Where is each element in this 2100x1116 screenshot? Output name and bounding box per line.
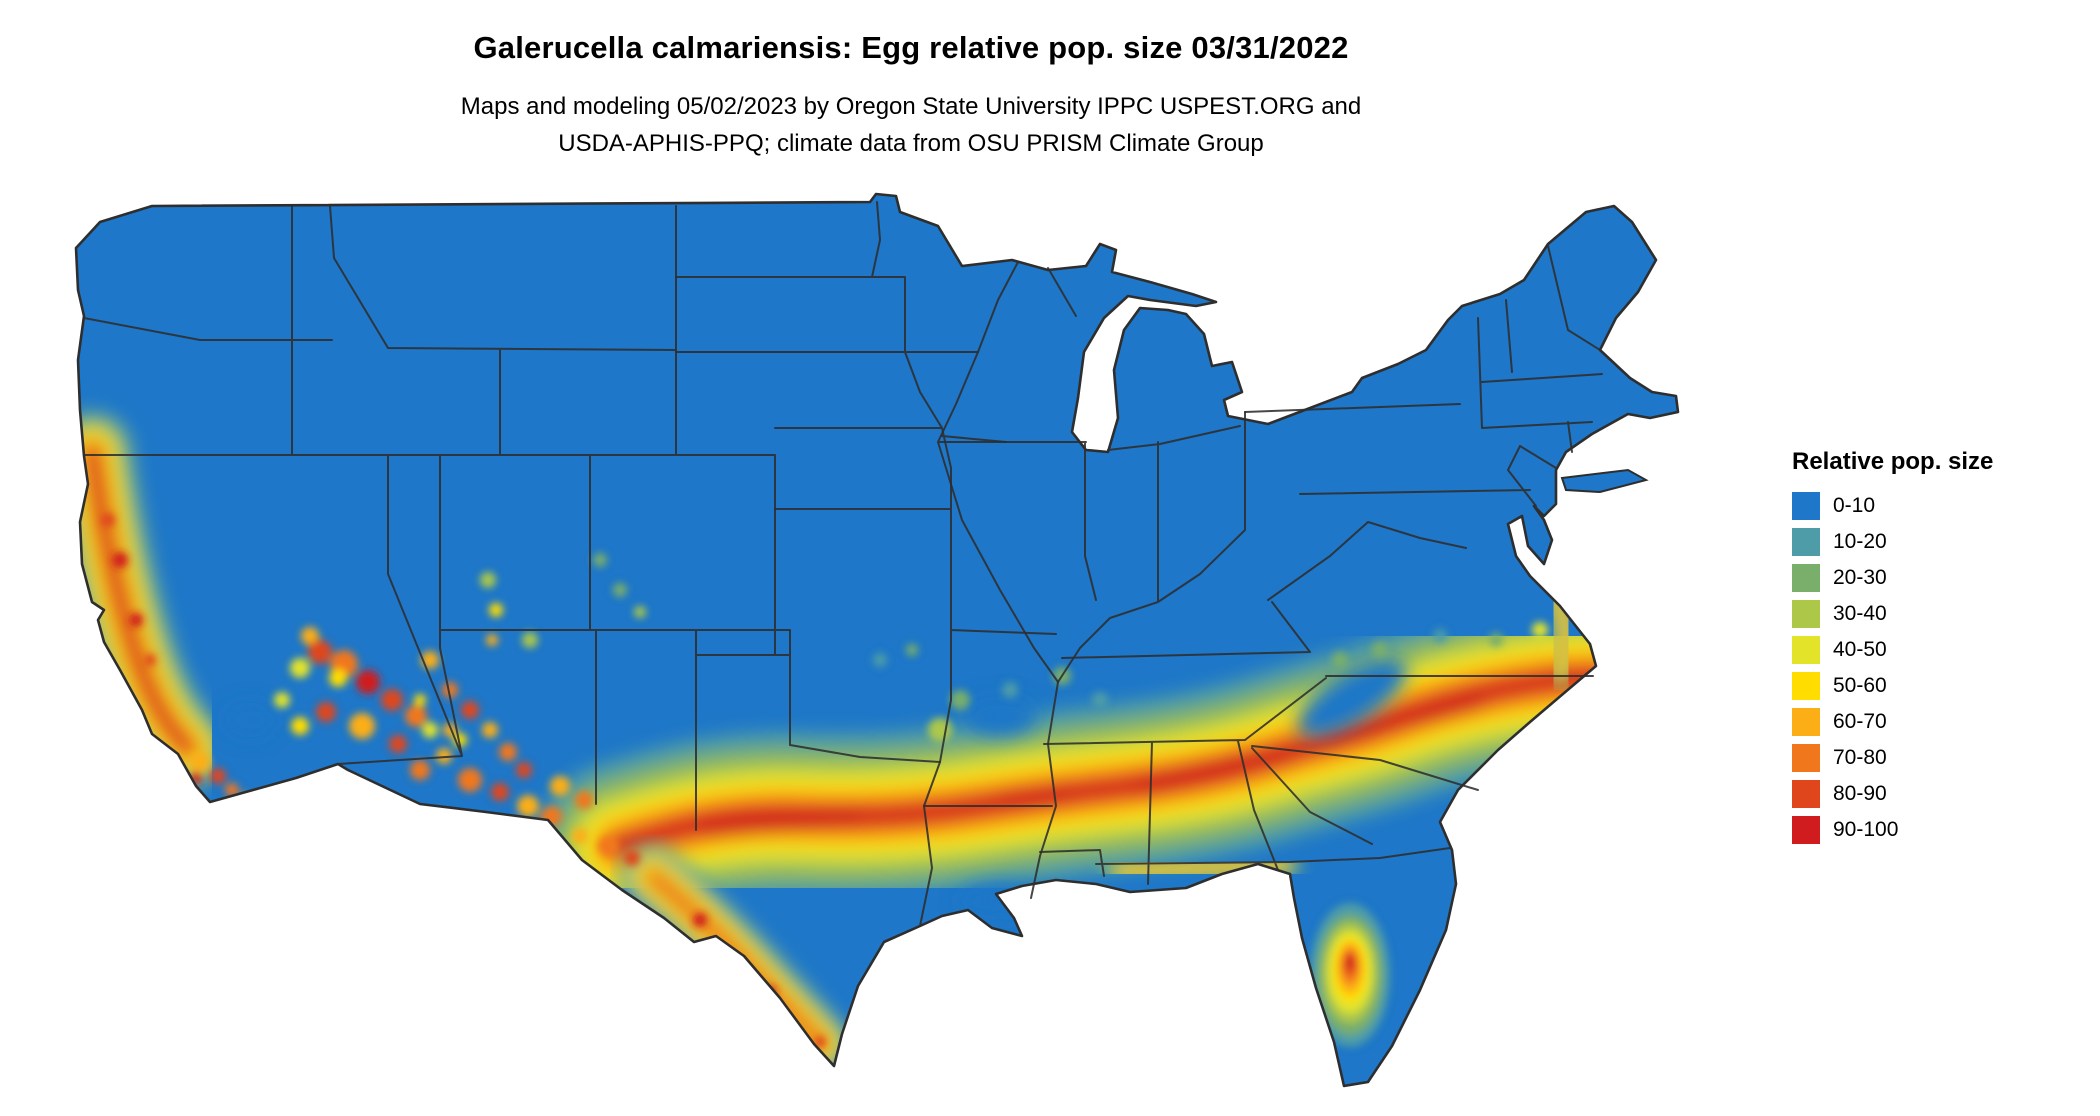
legend-title: Relative pop. size: [1792, 448, 1994, 475]
legend-item: 30-40: [1792, 600, 1993, 628]
legend-label: 10-20: [1833, 530, 1887, 553]
subtitle-line-1: Maps and modeling 05/02/2023 by Oregon S…: [460, 93, 1362, 120]
heat-speckles: [101, 513, 1548, 1048]
legend-swatch-90-100: [1792, 816, 1820, 844]
legend-label: 90-100: [1833, 818, 1899, 841]
legend-swatch-50-60: [1792, 672, 1820, 700]
legend-label: 50-60: [1833, 674, 1887, 697]
legend-swatch-30-40: [1792, 600, 1820, 628]
legend-item: 60-70: [1792, 708, 1993, 736]
legend-label: 30-40: [1833, 602, 1887, 625]
state-borders: [83, 201, 1603, 927]
heat-band-south: [620, 678, 1600, 846]
legend-swatch-60-70: [1792, 708, 1820, 736]
legend-item: 80-90: [1792, 780, 1993, 808]
legend-label: 70-80: [1833, 746, 1887, 769]
legend-label: 0-10: [1833, 494, 1876, 517]
heat-florida: [1310, 903, 1390, 1047]
legend-swatch-70-80: [1792, 744, 1820, 772]
legend-label: 20-30: [1833, 566, 1887, 589]
legend-swatch-80-90: [1792, 780, 1820, 808]
legend-item: 0-10: [1792, 492, 1993, 520]
legend-item: 70-80: [1792, 744, 1993, 772]
legend-swatch-10-20: [1792, 528, 1820, 556]
legend-swatch-40-50: [1792, 636, 1820, 664]
legend-item: 20-30: [1792, 564, 1993, 592]
subtitle-line-2: USDA-APHIS-PPQ; climate data from OSU PR…: [558, 130, 1264, 157]
long-island: [1560, 468, 1649, 494]
legend-item: 40-50: [1792, 636, 1993, 664]
map-subtitle: Maps and modeling 05/02/2023 by Oregon S…: [0, 88, 1822, 162]
legend-label: 40-50: [1833, 638, 1887, 661]
page-title: Galerucella calmariensis: Egg relative p…: [473, 30, 1349, 65]
cool-carveouts: [224, 659, 1407, 920]
legend-label: 80-90: [1833, 782, 1887, 805]
legend-swatch-0-10: [1792, 492, 1820, 520]
legend: Relative pop. size 0-10 10-20 20-30 30-4…: [1792, 448, 1993, 852]
legend-label: 60-70: [1833, 710, 1887, 733]
legend-item: 50-60: [1792, 672, 1993, 700]
legend-item: 90-100: [1792, 816, 1993, 844]
legend-swatch-20-30: [1792, 564, 1820, 592]
legend-item: 10-20: [1792, 528, 1993, 556]
